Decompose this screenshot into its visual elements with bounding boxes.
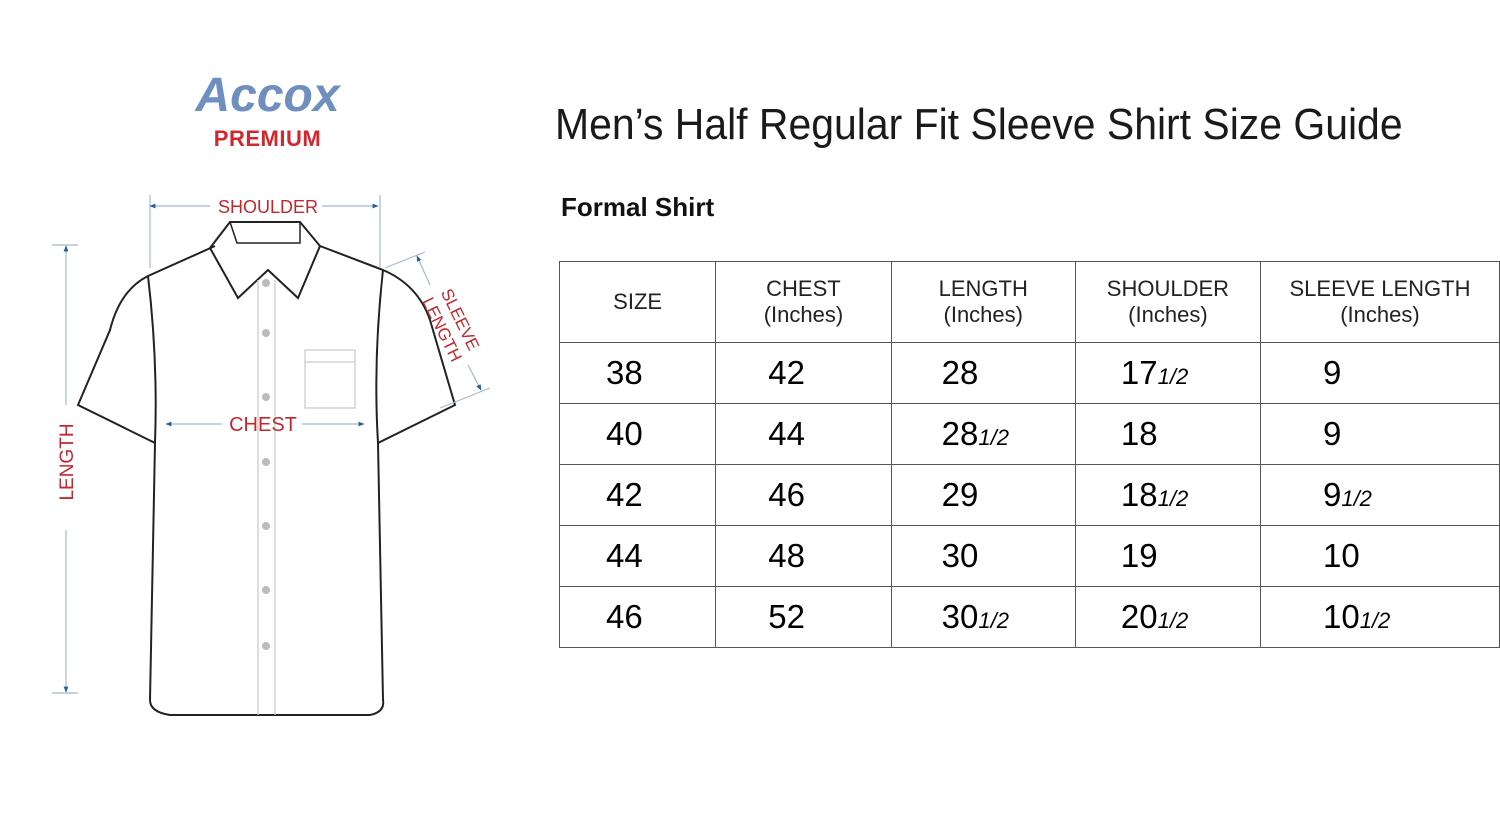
table-cell: 52: [715, 586, 892, 648]
column-header-unit: (Inches): [943, 302, 1023, 327]
column-header-label: SLEEVE LENGTH: [1289, 276, 1471, 301]
table-cell: 281/2: [890, 403, 1076, 465]
brand-logo: Accox PREMIUM: [150, 68, 385, 152]
table-cell: 46: [558, 586, 717, 648]
cell-value: 46: [768, 476, 805, 513]
cell-value: 40: [606, 415, 643, 452]
table-cell: 10: [1259, 525, 1500, 587]
cell-value: 44: [606, 537, 643, 574]
table-cell: 38: [558, 342, 717, 404]
cell-value: 42: [768, 354, 805, 391]
cell-value: 29: [941, 476, 979, 513]
page-title: Men’s Half Regular Fit Sleeve Shirt Size…: [555, 100, 1403, 149]
table-cell: 101/2: [1259, 586, 1500, 648]
cell-value: 19: [1120, 537, 1158, 574]
column-header-label: SIZE: [613, 289, 663, 314]
table-row: 44 48 30 19 10: [558, 525, 1500, 587]
column-header-label: SHOULDER: [1106, 276, 1230, 301]
table-header-row: SIZE CHEST (Inches) LENGTH (Inches) SHOULDER(…: [558, 261, 1500, 343]
column-header-label: LENGTH: [938, 276, 1028, 301]
table-cell: 44: [715, 403, 892, 465]
length-label: LENGTH: [57, 423, 78, 500]
table-row: 38 42 28 171/2 9: [558, 342, 1500, 404]
cell-value: 17: [1120, 354, 1158, 391]
cell-value: 9: [1322, 476, 1342, 513]
table-cell: 30: [890, 525, 1076, 587]
shirt-diagram: SHOULDER CHEST LENGTH SLEEVE LENGTH: [52, 195, 491, 716]
table-cell: 181/2: [1074, 464, 1261, 526]
table-row: 46 52 301/2 201/2 101/2: [558, 586, 1500, 648]
cell-value: 9: [1322, 415, 1342, 452]
table-cell: 40: [558, 403, 717, 465]
column-header-unit: (Inches): [1340, 302, 1420, 327]
size-table: SIZE CHEST (Inches) LENGTH (Inches) SHOULDER(…: [558, 261, 1500, 648]
cell-value: 10: [1322, 537, 1360, 574]
column-header-label: CHEST: [766, 276, 841, 301]
table-cell: 9: [1259, 342, 1500, 404]
chest-label: CHEST: [229, 414, 297, 436]
table-row: 40 44 281/2 18 9: [558, 403, 1500, 465]
cell-value: 42: [606, 476, 643, 513]
cell-value: 44: [768, 415, 805, 452]
table-cell: 46: [715, 464, 892, 526]
cell-fraction: 1/2: [1157, 608, 1189, 633]
table-cell: 44: [558, 525, 717, 587]
table-cell: 301/2: [890, 586, 1076, 648]
cell-fraction: 1/2: [978, 608, 1009, 633]
table-cell: 201/2: [1074, 586, 1261, 648]
cell-fraction: 1/2: [978, 425, 1009, 450]
cell-value: 18: [1120, 476, 1158, 513]
brand-tagline: PREMIUM: [213, 126, 322, 151]
cell-fraction: 1/2: [1157, 364, 1189, 389]
measure-guides: [52, 195, 491, 694]
column-header-unit: (Inches): [1128, 302, 1208, 327]
section-subtitle: Formal Shirt: [561, 192, 715, 222]
shirt-outline: [76, 221, 457, 716]
column-header: CHEST (Inches): [715, 261, 892, 343]
table-cell: 42: [558, 464, 717, 526]
cell-fraction: 1/2: [1341, 486, 1372, 511]
shirt-details: [257, 280, 356, 715]
cell-value: 30: [941, 598, 979, 635]
cell-value: 38: [606, 354, 643, 391]
table-cell: 9: [1259, 403, 1500, 465]
cell-value: 10: [1322, 598, 1360, 635]
cell-fraction: 1/2: [1359, 608, 1391, 633]
cell-value: 28: [941, 354, 979, 391]
column-header-unit: (Inches): [763, 302, 844, 327]
column-header: SLEEVE LENGTH (Inches): [1259, 261, 1500, 343]
table-cell: 42: [715, 342, 892, 404]
table-cell: 28: [890, 342, 1076, 404]
table-cell: 18: [1074, 403, 1261, 465]
table-cell: 91/2: [1259, 464, 1500, 526]
cell-value: 46: [606, 598, 643, 635]
cell-value: 30: [941, 537, 979, 574]
brand-name: Accox: [195, 69, 340, 122]
column-header: SHOULDER (Inches): [1074, 261, 1261, 343]
table-row: 42 46 29 181/2 91/2: [558, 464, 1500, 526]
shirt-buttons: [262, 279, 270, 650]
cell-value: 48: [768, 537, 805, 574]
cell-value: 9: [1322, 354, 1342, 391]
shoulder-label: SHOULDER: [218, 197, 318, 217]
table-cell: 48: [715, 525, 892, 587]
cell-value: 52: [768, 598, 805, 635]
table-cell: 29: [890, 464, 1076, 526]
cell-fraction: 1/2: [1157, 486, 1189, 511]
cell-value: 20: [1120, 598, 1158, 635]
column-header: LENGTH (Inches): [890, 261, 1076, 343]
column-header: SIZE: [558, 261, 717, 343]
table-cell: 171/2: [1074, 342, 1261, 404]
cell-value: 18: [1120, 415, 1158, 452]
cell-value: 28: [941, 415, 979, 452]
table-cell: 19: [1074, 525, 1261, 587]
